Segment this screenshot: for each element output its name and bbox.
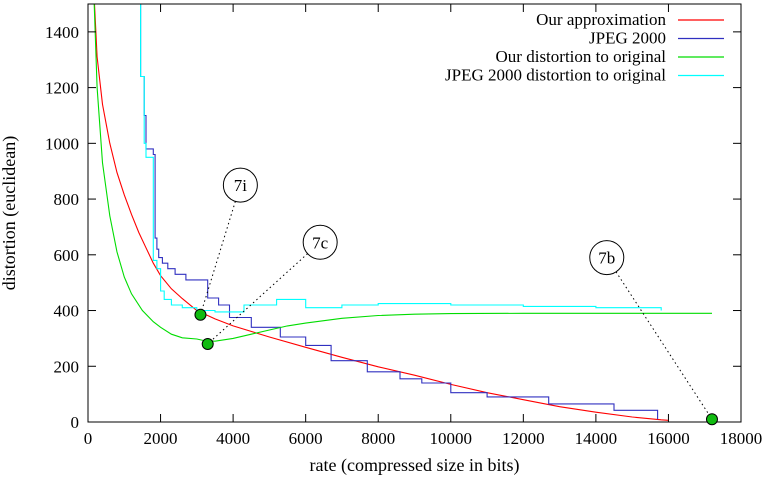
y-tick-label: 600 bbox=[54, 246, 80, 265]
series-line-our-approximation bbox=[93, 4, 669, 421]
x-tick-label: 4000 bbox=[216, 429, 250, 448]
legend-label: Our approximation bbox=[536, 10, 666, 29]
axis-ticks: 0 2000 4000 6000 8000 10000 12000 14000 16000 180… bbox=[45, 4, 762, 448]
series-line-jpeg-2000 bbox=[140, 4, 659, 420]
x-tick-label: 2000 bbox=[144, 429, 178, 448]
x-tick-label: 10000 bbox=[430, 429, 473, 448]
callout-label: 7c bbox=[312, 233, 329, 252]
callout-label: 7b bbox=[598, 249, 615, 268]
x-tick-label: 6000 bbox=[289, 429, 323, 448]
y-tick-label: 400 bbox=[54, 302, 80, 321]
callout-leader bbox=[207, 253, 308, 345]
plot-frame bbox=[87, 3, 742, 423]
x-axis-label: rate (compressed size in bits) bbox=[310, 455, 520, 476]
series-line-jpeg-2000-distortion-to-original bbox=[140, 4, 662, 313]
x-tick-label: 8000 bbox=[361, 429, 395, 448]
callouts: 7i 7c 7b bbox=[194, 167, 718, 426]
legend-label: JPEG 2000 distortion to original bbox=[445, 66, 666, 85]
x-tick-label: 12000 bbox=[502, 429, 545, 448]
y-tick-label: 1400 bbox=[45, 23, 79, 42]
callout-leader bbox=[199, 201, 236, 315]
x-tick-label: 18000 bbox=[720, 429, 763, 448]
callout-bubble bbox=[302, 224, 338, 260]
legend-label: JPEG 2000 bbox=[589, 29, 666, 48]
callout-bubble bbox=[222, 167, 258, 203]
y-tick-label: 800 bbox=[54, 190, 80, 209]
y-tick-label: 1000 bbox=[45, 134, 79, 153]
y-tick-label: 1200 bbox=[45, 79, 79, 98]
y-tick-label: 200 bbox=[54, 357, 80, 376]
callout-marker bbox=[705, 413, 718, 426]
callout-leader bbox=[615, 271, 713, 420]
callout-marker bbox=[194, 308, 207, 321]
y-tick-label: 0 bbox=[71, 413, 80, 432]
x-tick-label: 16000 bbox=[647, 429, 690, 448]
callout-label: 7i bbox=[234, 176, 248, 195]
x-tick-label: 14000 bbox=[575, 429, 618, 448]
legend-label: Our distortion to original bbox=[496, 47, 667, 66]
x-tick-label: 0 bbox=[84, 429, 93, 448]
y-axis-label: distortion (euclidean) bbox=[0, 136, 20, 290]
callout-marker bbox=[201, 337, 214, 350]
callout-bubble bbox=[589, 240, 625, 276]
